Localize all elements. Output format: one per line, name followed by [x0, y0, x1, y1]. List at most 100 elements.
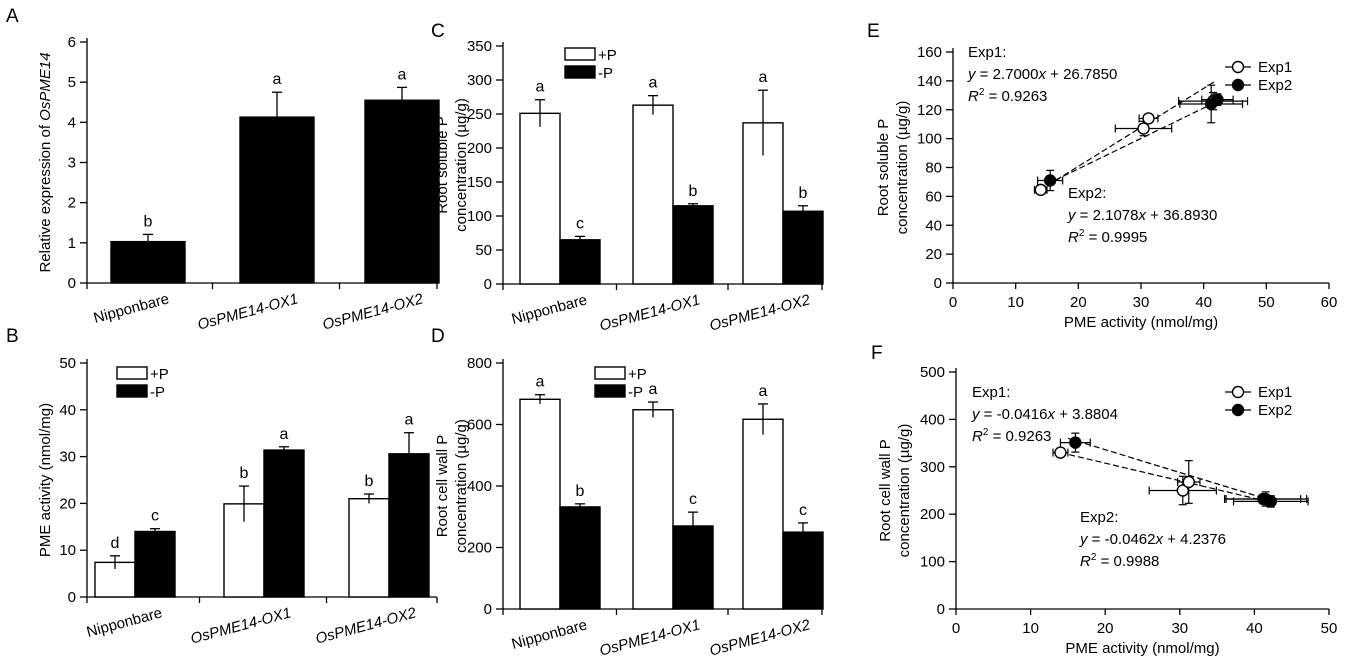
y-tick-label: 20 — [925, 246, 942, 263]
data-point — [1211, 93, 1224, 106]
bar — [263, 449, 305, 598]
x-category-label: OsPME14-OX2 — [708, 616, 813, 659]
y-tick-label: 0 — [68, 589, 76, 606]
data-point — [1142, 112, 1155, 125]
legend-label: +P — [150, 366, 169, 383]
y-axis-label: Root soluble P — [434, 116, 451, 214]
y-tick-label: 100 — [920, 554, 945, 571]
legend-label: -P — [628, 384, 643, 401]
legend-swatch — [594, 384, 626, 398]
x-tick-label: 0 — [949, 294, 957, 311]
x-category-label: Nipponbare — [92, 290, 171, 326]
y-tick-label: 140 — [917, 73, 942, 90]
significance-letter: b — [799, 185, 808, 202]
x-tick-label: 40 — [1195, 294, 1212, 311]
bar — [559, 506, 601, 610]
significance-letter: a — [759, 383, 768, 400]
bar — [742, 418, 784, 610]
chart-panel-b: B 0 10 20 30 40 50 d c Nipponbare b a OsPME14-OX1 b a O… — [6, 326, 438, 648]
legend-label: Exp2 — [1258, 77, 1292, 94]
equation-text: y = 2.1078x + 36.8930 — [1067, 207, 1217, 224]
chart-panel-d: D 0 200 400 600 800 a b Nipponbare a c OsPME14-OX1 a… — [431, 326, 824, 660]
significance-letter: b — [689, 183, 698, 200]
y-tick-label: 0 — [934, 275, 942, 292]
legend-label: Exp1 — [1258, 384, 1292, 401]
y-tick-label: 0 — [484, 601, 492, 618]
x-tick-label: 20 — [1097, 620, 1114, 637]
y-tick-label: 6 — [68, 34, 76, 51]
x-category-label: OsPME14-OX1 — [598, 616, 702, 659]
legend-swatch — [116, 384, 148, 398]
r-squared-text: R2 = 0.9995 — [1068, 228, 1147, 246]
equation-text: y = 2.7000x + 26.7850 — [967, 66, 1117, 83]
significance-letter: a — [536, 374, 545, 391]
y-tick-label: 800 — [467, 355, 492, 372]
bar — [519, 398, 561, 610]
significance-letter: a — [273, 71, 282, 88]
x-category-label: Nipponbare — [510, 291, 589, 327]
x-axis-label: PME activity (nmol/mg) — [1064, 314, 1218, 331]
bar — [632, 104, 674, 285]
y-tick-label: 100 — [917, 131, 942, 148]
y-tick-label: 0 — [484, 276, 492, 293]
y-tick-label: 200 — [467, 140, 492, 157]
y-tick-label: 3 — [68, 155, 76, 172]
significance-letter: c — [151, 508, 159, 525]
x-tick-label: 30 — [1171, 620, 1188, 637]
x-category-label: OsPME14-OX1 — [189, 604, 293, 647]
legend-swatch — [564, 65, 596, 79]
panel-label: D — [431, 326, 445, 347]
regression-line — [1067, 437, 1274, 502]
r-squared-text: R2 = 0.9263 — [968, 87, 1047, 105]
bar — [519, 112, 561, 285]
bar — [364, 99, 440, 284]
data-point — [1069, 436, 1082, 449]
y-tick-label: 30 — [59, 449, 76, 466]
x-category-label: OsPME14-OX2 — [314, 604, 419, 647]
y-tick-label: 60 — [925, 188, 942, 205]
data-point — [1043, 174, 1057, 187]
x-tick-label: 10 — [1022, 620, 1039, 637]
significance-letter: c — [576, 215, 584, 232]
panel-label: F — [871, 343, 883, 364]
y-tick-label: 80 — [925, 160, 942, 177]
x-category-label: Nipponbare — [85, 604, 164, 640]
significance-letter: a — [280, 426, 289, 443]
significance-letter: b — [240, 465, 249, 482]
significance-letter: b — [365, 473, 374, 490]
y-tick-label: 1 — [68, 235, 76, 252]
y-tick-label: 160 — [917, 44, 942, 61]
equation-label: Exp1: — [972, 384, 1010, 401]
legend-marker — [1231, 60, 1245, 74]
y-tick-label: 4 — [68, 114, 76, 131]
bar — [388, 453, 430, 598]
r-squared-text: R2 = 0.9988 — [1080, 552, 1159, 570]
y-axis-label: concentration (µg/g) — [894, 101, 911, 235]
significance-letter: a — [405, 412, 414, 429]
regression-line — [1046, 99, 1220, 185]
data-point — [1182, 475, 1195, 489]
regression-line — [1060, 451, 1270, 503]
x-category-label: Nipponbare — [510, 616, 589, 652]
x-tick-label: 40 — [1246, 620, 1263, 637]
legend-label: +P — [598, 47, 617, 64]
chart-panel-e: E 0 20 40 60 80 100 120 140 160 0 10 20 30 40 50 60 PME a… — [867, 21, 1337, 331]
y-axis-label: concentration (µg/g) — [453, 419, 470, 553]
y-axis-label: concentration (µg/g) — [453, 98, 470, 232]
y-axis-label: Relative expression of OsPME14 — [37, 52, 54, 272]
legend-label: -P — [150, 384, 165, 401]
panel-label: E — [867, 21, 880, 42]
bar — [110, 240, 186, 284]
bar — [348, 498, 390, 598]
significance-letter: b — [576, 483, 585, 500]
y-tick-label: 50 — [59, 355, 76, 372]
bar — [559, 239, 601, 285]
x-tick-label: 60 — [1321, 294, 1338, 311]
x-tick-label: 50 — [1321, 620, 1338, 637]
y-tick-label: 400 — [467, 478, 492, 495]
y-tick-label: 300 — [920, 459, 945, 476]
legend-label: Exp1 — [1258, 59, 1292, 76]
y-tick-label: 0 — [68, 275, 76, 292]
significance-letter: d — [111, 535, 120, 552]
